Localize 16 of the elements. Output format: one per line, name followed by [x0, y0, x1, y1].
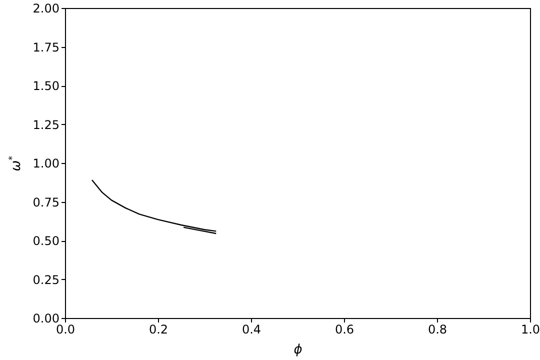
- x-axis-title: ϕ: [294, 342, 303, 358]
- y-tick-label: 0.50: [32, 234, 60, 248]
- y-tick-label: 1.50: [32, 79, 60, 93]
- y-tick-label: 0.25: [32, 272, 60, 287]
- y-tick-label: 0.00: [32, 312, 60, 326]
- x-tick-label: 0.0: [56, 322, 76, 336]
- x-tick-label: 0.8: [428, 322, 448, 336]
- y-tick-label: 0.75: [32, 195, 60, 210]
- y-tick-label: 1.75: [32, 40, 60, 54]
- y-tick-label: 1.25: [32, 118, 60, 132]
- y-tick-label: 2.00: [32, 2, 60, 16]
- x-tick-label: 0.2: [148, 322, 168, 336]
- x-tick-label: 0.4: [242, 322, 262, 336]
- y-tick-label: 1.00: [32, 156, 60, 170]
- x-tick-label: 0.6: [334, 322, 354, 336]
- x-tick-label: 1.0: [520, 322, 540, 336]
